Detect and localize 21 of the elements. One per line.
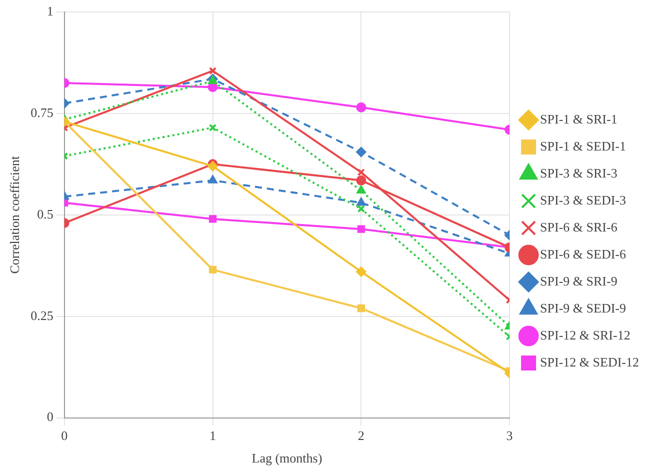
legend-label: SPI-1 & SRI-1 (540, 111, 618, 126)
x-tick-label: 0 (61, 428, 68, 444)
legend-label: SPI-6 & SRI-6 (540, 219, 618, 234)
y-tick-label: 0.75 (30, 104, 54, 120)
y-tick-label: 1 (46, 3, 54, 18)
y-tick-label: 0.5 (37, 206, 54, 222)
y-tick-label: 0.25 (30, 308, 54, 323)
legend-label: SPI-12 & SRI-12 (540, 327, 630, 342)
x-tick-label: 3 (506, 428, 513, 444)
legend-label: SPI-3 & SEDI-3 (540, 192, 626, 208)
legend-label: SPI-9 & SEDI-9 (540, 300, 626, 316)
legend-label: SPI-9 & SRI-9 (540, 273, 618, 288)
legend-label: SPI-6 & SEDI-6 (540, 246, 626, 262)
x-tick-label: 1 (210, 428, 216, 444)
x-axis-title: Lag (months) (252, 450, 322, 466)
x-tick-label: 2 (358, 428, 364, 444)
legend-label: SPI-1 & SEDI-1 (540, 138, 626, 154)
y-tick-label: 0 (46, 409, 54, 424)
legend-label: SPI-12 & SEDI-12 (540, 354, 640, 370)
legend-label: SPI-3 & SRI-3 (540, 165, 618, 180)
y-axis-title: Correlation coefficient (7, 156, 22, 274)
